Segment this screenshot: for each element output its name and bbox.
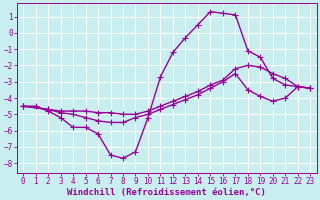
- X-axis label: Windchill (Refroidissement éolien,°C): Windchill (Refroidissement éolien,°C): [67, 188, 266, 197]
